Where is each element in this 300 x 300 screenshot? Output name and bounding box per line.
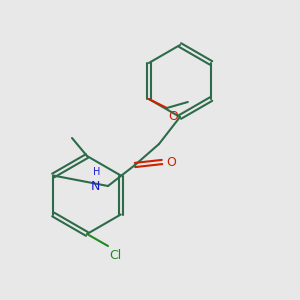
- Text: Cl: Cl: [110, 249, 122, 262]
- Text: O: O: [167, 155, 176, 169]
- Text: H: H: [93, 167, 100, 177]
- Text: O: O: [168, 110, 178, 122]
- Text: N: N: [91, 179, 101, 193]
